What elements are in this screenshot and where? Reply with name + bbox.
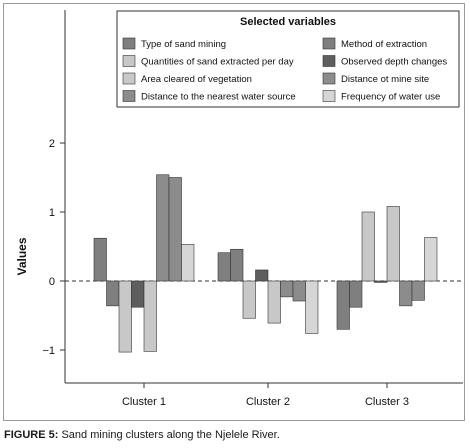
bar	[411, 280, 425, 301]
bar	[399, 280, 413, 307]
legend-label: Distance to the nearest water source	[141, 92, 296, 103]
legend-label: Quantities of sand extracted per day	[141, 57, 294, 68]
legend-swatch	[122, 90, 136, 102]
figure-caption: FIGURE 5: Sand mining clusters along the…	[4, 429, 280, 441]
legend-label: Type of sand mining	[141, 39, 226, 50]
legend-label: Distance ot mine site	[341, 74, 429, 85]
legend-swatch	[122, 55, 136, 67]
y-tick-label: 1	[49, 207, 55, 219]
bar	[106, 280, 120, 307]
legend-swatch	[122, 37, 136, 50]
y-tick-label: −1	[42, 345, 55, 357]
bar	[181, 244, 195, 282]
bar	[305, 280, 319, 334]
bar	[349, 280, 363, 308]
caption-text: Sand mining clusters along the Njelele R…	[58, 429, 280, 441]
y-tick-label: 2	[49, 138, 55, 150]
bar	[361, 211, 375, 282]
bar	[242, 280, 256, 319]
legend-swatch	[322, 55, 336, 67]
bar	[217, 252, 231, 282]
bar	[292, 280, 306, 302]
bar	[230, 248, 244, 282]
legend-title: Selected variables	[240, 16, 336, 28]
chart: 2 1 0 −1 Values Cluster 1 Cluster 2 Cluster 3 Se…	[15, 10, 463, 408]
bar	[93, 237, 107, 282]
caption-prefix: FIGURE 5:	[4, 429, 59, 441]
bar	[255, 269, 269, 282]
legend-box	[116, 10, 460, 108]
bar	[386, 206, 400, 282]
bar	[280, 280, 294, 298]
bar	[267, 280, 281, 324]
legend-label: Frequency of water use	[341, 92, 440, 103]
legend-swatch	[322, 72, 336, 85]
legend-swatch	[322, 37, 336, 50]
y-axis-label: Values	[15, 237, 29, 275]
bar	[131, 280, 145, 308]
x-tick-label: Cluster 2	[246, 396, 290, 408]
bar	[336, 280, 350, 330]
legend-swatch	[322, 90, 336, 102]
bar	[156, 174, 170, 282]
legend-label: Observed depth changes	[341, 57, 447, 68]
figure-frame: 2 1 0 −1 Values Cluster 1 Cluster 2 Cluster 3 Se…	[3, 3, 465, 421]
bar	[168, 177, 182, 282]
bar	[424, 237, 438, 282]
legend-label: Area cleared of vegetation	[141, 74, 252, 85]
y-tick-label: 0	[49, 276, 55, 288]
legend-swatch	[122, 72, 136, 85]
legend-label: Method of extraction	[341, 39, 427, 50]
bar	[143, 280, 157, 352]
x-tick-label: Cluster 1	[122, 396, 166, 408]
x-tick-label: Cluster 3	[365, 396, 409, 408]
bar	[118, 280, 132, 353]
bar	[374, 280, 388, 283]
